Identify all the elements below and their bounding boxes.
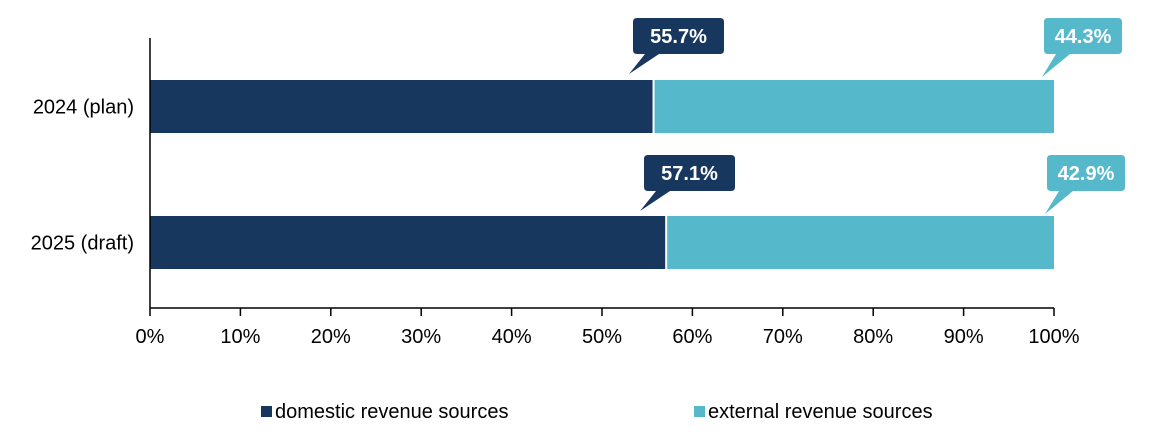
category-label: 2025 (draft) — [31, 233, 134, 255]
x-tick-label: 60% — [672, 326, 712, 348]
x-tick-label: 0% — [136, 326, 165, 348]
bars-layer — [150, 80, 1054, 269]
x-tick-label: 90% — [944, 326, 984, 348]
callout-shape — [1042, 18, 1122, 77]
legend-item-domestic: domestic revenue sources — [261, 401, 508, 423]
legend: domestic revenue sources external revenue… — [261, 401, 933, 423]
bar-external-2 — [666, 216, 1054, 269]
x-tick-label: 20% — [311, 326, 351, 348]
x-tick-label: 80% — [853, 326, 893, 348]
x-tick-label: 100% — [1028, 326, 1079, 348]
data-label-domestic-1: 55.7% — [629, 18, 724, 74]
data-label-external-2: 42.9% — [1045, 155, 1125, 214]
category-label: 2024 (plan) — [33, 97, 134, 119]
callout-shape — [629, 18, 724, 74]
callout-shape — [640, 155, 735, 211]
data-label-domestic-2: 57.1% — [640, 155, 735, 211]
legend-swatch — [694, 406, 705, 417]
x-tick-label: 70% — [763, 326, 803, 348]
data-label-text: 44.3% — [1055, 26, 1112, 48]
bar-domestic-1 — [150, 80, 654, 133]
data-label-external-1: 44.3% — [1042, 18, 1122, 77]
x-tick-label: 40% — [492, 326, 532, 348]
data-labels-layer: 55.7% 44.3% 57.1% 42.9% — [629, 18, 1125, 214]
legend-label: domestic revenue sources — [275, 401, 508, 423]
callout-shape — [1045, 155, 1125, 214]
x-axis: 0% 10% 20% 30% 40% 50% 60% 70% 80% 90% 100% — [136, 38, 1080, 348]
bar-external-1 — [653, 80, 1054, 133]
x-tick-label: 30% — [401, 326, 441, 348]
legend-item-external: external revenue sources — [694, 401, 933, 423]
bar-domestic-2 — [150, 216, 667, 269]
legend-swatch — [261, 406, 272, 417]
data-label-text: 42.9% — [1058, 163, 1115, 185]
x-tick-label: 50% — [582, 326, 622, 348]
legend-label: external revenue sources — [708, 401, 933, 423]
data-label-text: 57.1% — [661, 163, 718, 185]
x-tick-label: 10% — [220, 326, 260, 348]
data-label-text: 55.7% — [650, 26, 707, 48]
category-axis: 2024 (plan) 2025 (draft) — [31, 97, 134, 255]
